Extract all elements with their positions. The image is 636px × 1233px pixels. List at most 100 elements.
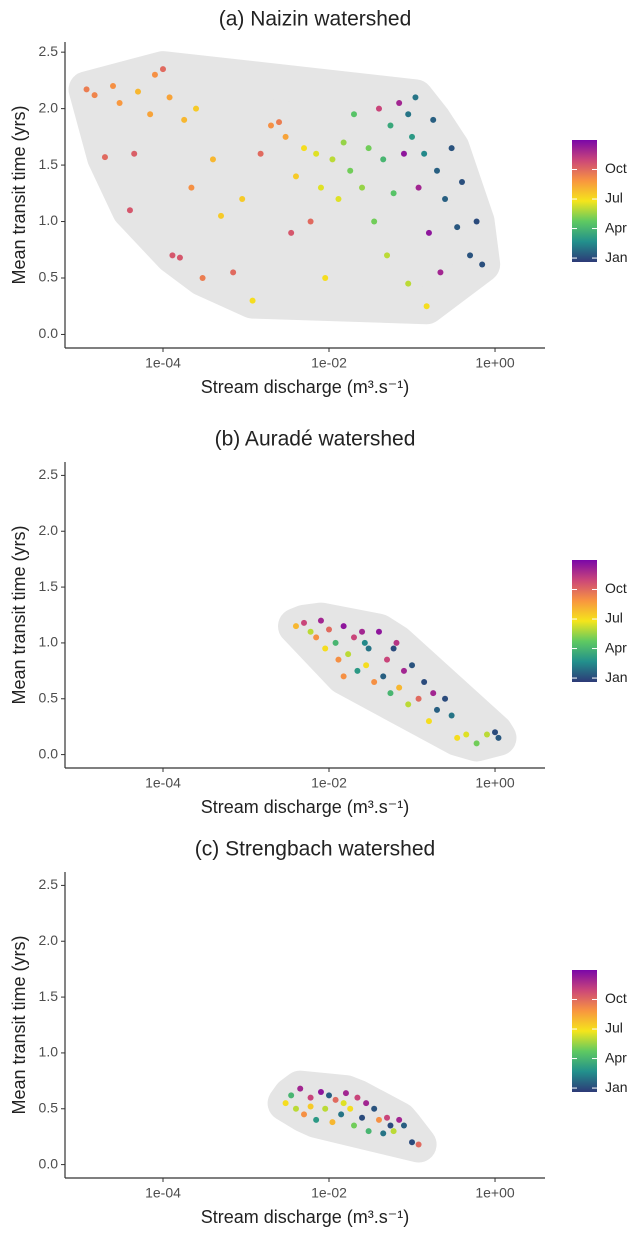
- point: [188, 184, 195, 191]
- point: [492, 729, 499, 736]
- point: [313, 150, 320, 157]
- point: [371, 218, 378, 225]
- colorbar-label: Jan: [605, 249, 628, 265]
- y-tick-label: 1.5: [39, 578, 59, 594]
- point: [483, 731, 490, 738]
- y-tick-label: 1.5: [39, 988, 59, 1004]
- point: [292, 1105, 299, 1112]
- point: [317, 184, 324, 191]
- point: [375, 105, 382, 112]
- panel: (b) Auradé watershed 0.0 0.5 1.0 1.5 2.0 2.5 1e…: [9, 428, 628, 817]
- point: [454, 734, 461, 741]
- colorbar-label: Jul: [605, 1020, 623, 1036]
- point: [230, 269, 237, 276]
- point: [390, 645, 397, 652]
- colorbar-label: Oct: [605, 160, 627, 176]
- point: [430, 690, 437, 697]
- point: [288, 229, 295, 236]
- point: [400, 150, 407, 157]
- x-axis-title: Stream discharge (m³.s⁻¹): [201, 377, 410, 397]
- point: [387, 690, 394, 697]
- point: [396, 1116, 403, 1123]
- point: [292, 173, 299, 180]
- colorbar-label: Apr: [605, 1049, 627, 1065]
- panel-title: (b) Auradé watershed: [215, 428, 416, 451]
- point: [307, 628, 314, 635]
- panel: (c) Strengbach watershed 0.0 0.5 1.0 1.5 2.0 2…: [9, 838, 628, 1227]
- point: [415, 695, 422, 702]
- point: [350, 1122, 357, 1129]
- point: [176, 254, 183, 261]
- point: [116, 99, 123, 106]
- point: [193, 105, 200, 112]
- point: [359, 184, 366, 191]
- y-tick-label: 2.0: [39, 99, 59, 115]
- x-tick-label: 1e+00: [475, 775, 515, 791]
- panel-title: (a) Naizin watershed: [219, 8, 412, 31]
- point: [354, 667, 361, 674]
- point: [458, 179, 465, 186]
- point: [405, 701, 412, 708]
- point: [282, 133, 289, 140]
- point: [147, 111, 154, 118]
- point: [169, 252, 176, 259]
- x-tick-label: 1e+00: [475, 1185, 515, 1201]
- point: [317, 1089, 324, 1096]
- point: [340, 139, 347, 146]
- point: [322, 274, 329, 281]
- point: [415, 1141, 422, 1148]
- colorbar-label: Oct: [605, 580, 627, 596]
- x-tick-label: 1e+00: [475, 355, 515, 371]
- point: [91, 92, 98, 99]
- point: [340, 623, 347, 630]
- colorbar-label: Jan: [605, 669, 628, 685]
- y-tick-label: 0.5: [39, 689, 59, 705]
- point: [393, 639, 400, 646]
- y-tick-label: 0.5: [39, 1099, 59, 1115]
- point: [340, 673, 347, 680]
- point: [425, 718, 432, 725]
- point: [110, 83, 117, 90]
- y-tick-label: 1.5: [39, 156, 59, 172]
- point: [335, 195, 342, 202]
- point: [365, 145, 372, 152]
- point: [495, 734, 502, 741]
- envelope: [68, 51, 501, 325]
- point: [307, 1103, 314, 1110]
- point: [338, 1111, 345, 1118]
- point: [135, 88, 142, 95]
- point: [365, 1128, 372, 1135]
- point: [396, 99, 403, 106]
- point: [342, 1090, 349, 1097]
- point: [375, 628, 382, 635]
- point: [267, 122, 274, 129]
- y-tick-label: 2.0: [39, 932, 59, 948]
- point: [409, 662, 416, 669]
- point: [322, 645, 329, 652]
- point: [313, 1116, 320, 1123]
- colorbar-label: Oct: [605, 990, 627, 1006]
- point: [239, 195, 246, 202]
- y-tick-label: 0.0: [39, 745, 59, 761]
- y-tick-label: 2.5: [39, 876, 59, 892]
- x-axis-title: Stream discharge (m³.s⁻¹): [201, 797, 410, 817]
- point: [390, 190, 397, 197]
- x-tick-label: 1e-04: [145, 775, 181, 791]
- point: [332, 639, 339, 646]
- point: [473, 218, 480, 225]
- point: [371, 1105, 378, 1112]
- colorbar: [572, 970, 597, 1092]
- point: [437, 269, 444, 276]
- point: [384, 656, 391, 663]
- point: [340, 1100, 347, 1107]
- point: [384, 1114, 391, 1121]
- point: [421, 150, 428, 157]
- point: [166, 94, 173, 101]
- point: [384, 252, 391, 259]
- point: [83, 86, 90, 93]
- colorbar: [572, 140, 597, 262]
- point: [209, 156, 216, 163]
- point: [473, 740, 480, 747]
- point: [307, 1094, 314, 1101]
